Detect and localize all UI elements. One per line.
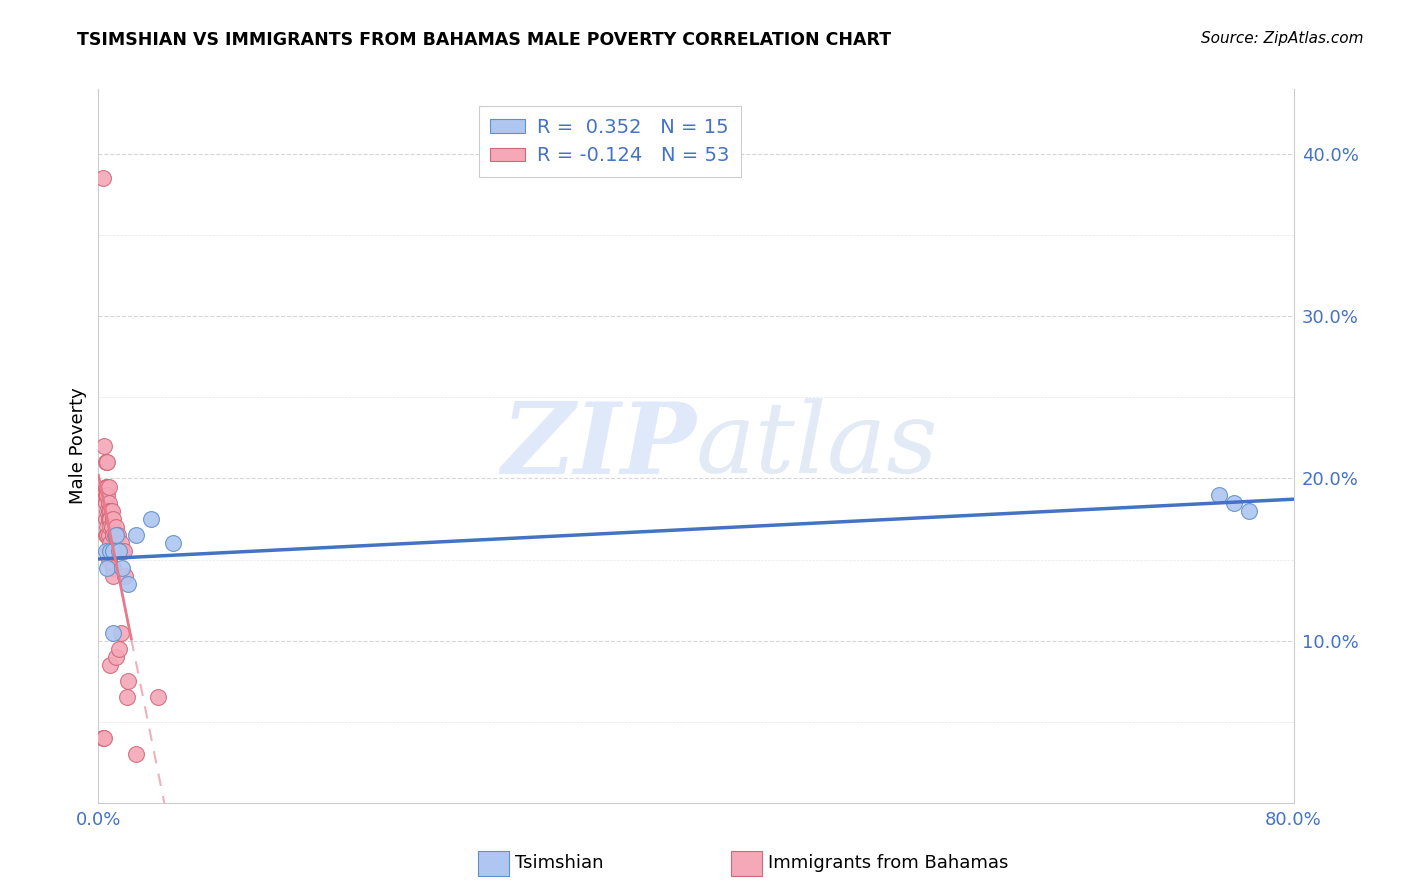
Point — [94, 528, 117, 542]
Point — [97, 479, 120, 493]
Point — [103, 560, 125, 574]
Point — [103, 625, 125, 640]
Point — [93, 731, 115, 745]
Point — [108, 544, 131, 558]
Point — [97, 544, 120, 558]
Text: Source: ZipAtlas.com: Source: ZipAtlas.com — [1201, 31, 1364, 46]
Point — [98, 520, 122, 534]
Point — [96, 528, 118, 542]
Point — [93, 488, 115, 502]
Point — [111, 544, 134, 558]
Point — [1208, 488, 1230, 502]
Text: Tsimshian: Tsimshian — [515, 855, 603, 872]
Point — [96, 560, 118, 574]
Point — [97, 528, 120, 542]
Point — [97, 512, 120, 526]
Point — [94, 479, 117, 493]
Text: ZIP: ZIP — [501, 398, 696, 494]
Point — [105, 649, 128, 664]
Point — [94, 488, 117, 502]
Point — [1223, 496, 1246, 510]
Point — [96, 479, 118, 493]
Point — [108, 641, 131, 656]
Point — [91, 171, 114, 186]
Point — [139, 512, 162, 526]
Point — [97, 504, 120, 518]
Point — [97, 496, 120, 510]
Point — [98, 657, 122, 672]
Point — [103, 544, 125, 558]
Point — [107, 528, 129, 542]
Point — [105, 520, 128, 534]
Text: TSIMSHIAN VS IMMIGRANTS FROM BAHAMAS MALE POVERTY CORRELATION CHART: TSIMSHIAN VS IMMIGRANTS FROM BAHAMAS MAL… — [77, 31, 891, 49]
Point — [94, 512, 117, 526]
Point — [110, 625, 132, 640]
Point — [115, 690, 138, 705]
Point — [94, 544, 117, 558]
Point — [101, 504, 124, 518]
Point — [110, 536, 132, 550]
Point — [104, 544, 127, 558]
Point — [101, 544, 124, 558]
Point — [117, 577, 139, 591]
Point — [103, 568, 125, 582]
Y-axis label: Male Poverty: Male Poverty — [69, 388, 87, 504]
Point — [114, 568, 136, 582]
Point — [103, 528, 125, 542]
Point — [117, 674, 139, 689]
Point — [111, 560, 134, 574]
Text: Immigrants from Bahamas: Immigrants from Bahamas — [768, 855, 1008, 872]
Point — [97, 552, 120, 566]
Point — [91, 731, 114, 745]
Point — [94, 455, 117, 469]
Point — [96, 504, 118, 518]
Text: atlas: atlas — [696, 399, 939, 493]
Point — [98, 544, 122, 558]
Point — [98, 504, 122, 518]
Point — [104, 528, 127, 542]
Point — [148, 690, 170, 705]
Point — [1237, 504, 1260, 518]
Point — [98, 536, 122, 550]
Point — [96, 520, 118, 534]
Point — [93, 439, 115, 453]
Point — [125, 747, 148, 761]
Point — [103, 544, 125, 558]
Point — [103, 512, 125, 526]
Point — [112, 544, 135, 558]
Point — [108, 544, 131, 558]
Legend: R =  0.352   N = 15, R = -0.124   N = 53: R = 0.352 N = 15, R = -0.124 N = 53 — [478, 106, 741, 178]
Point — [96, 488, 118, 502]
Point — [98, 512, 122, 526]
Point — [96, 455, 118, 469]
Point — [162, 536, 184, 550]
Point — [105, 528, 128, 542]
Point — [94, 496, 117, 510]
Point — [101, 520, 124, 534]
Point — [125, 528, 148, 542]
